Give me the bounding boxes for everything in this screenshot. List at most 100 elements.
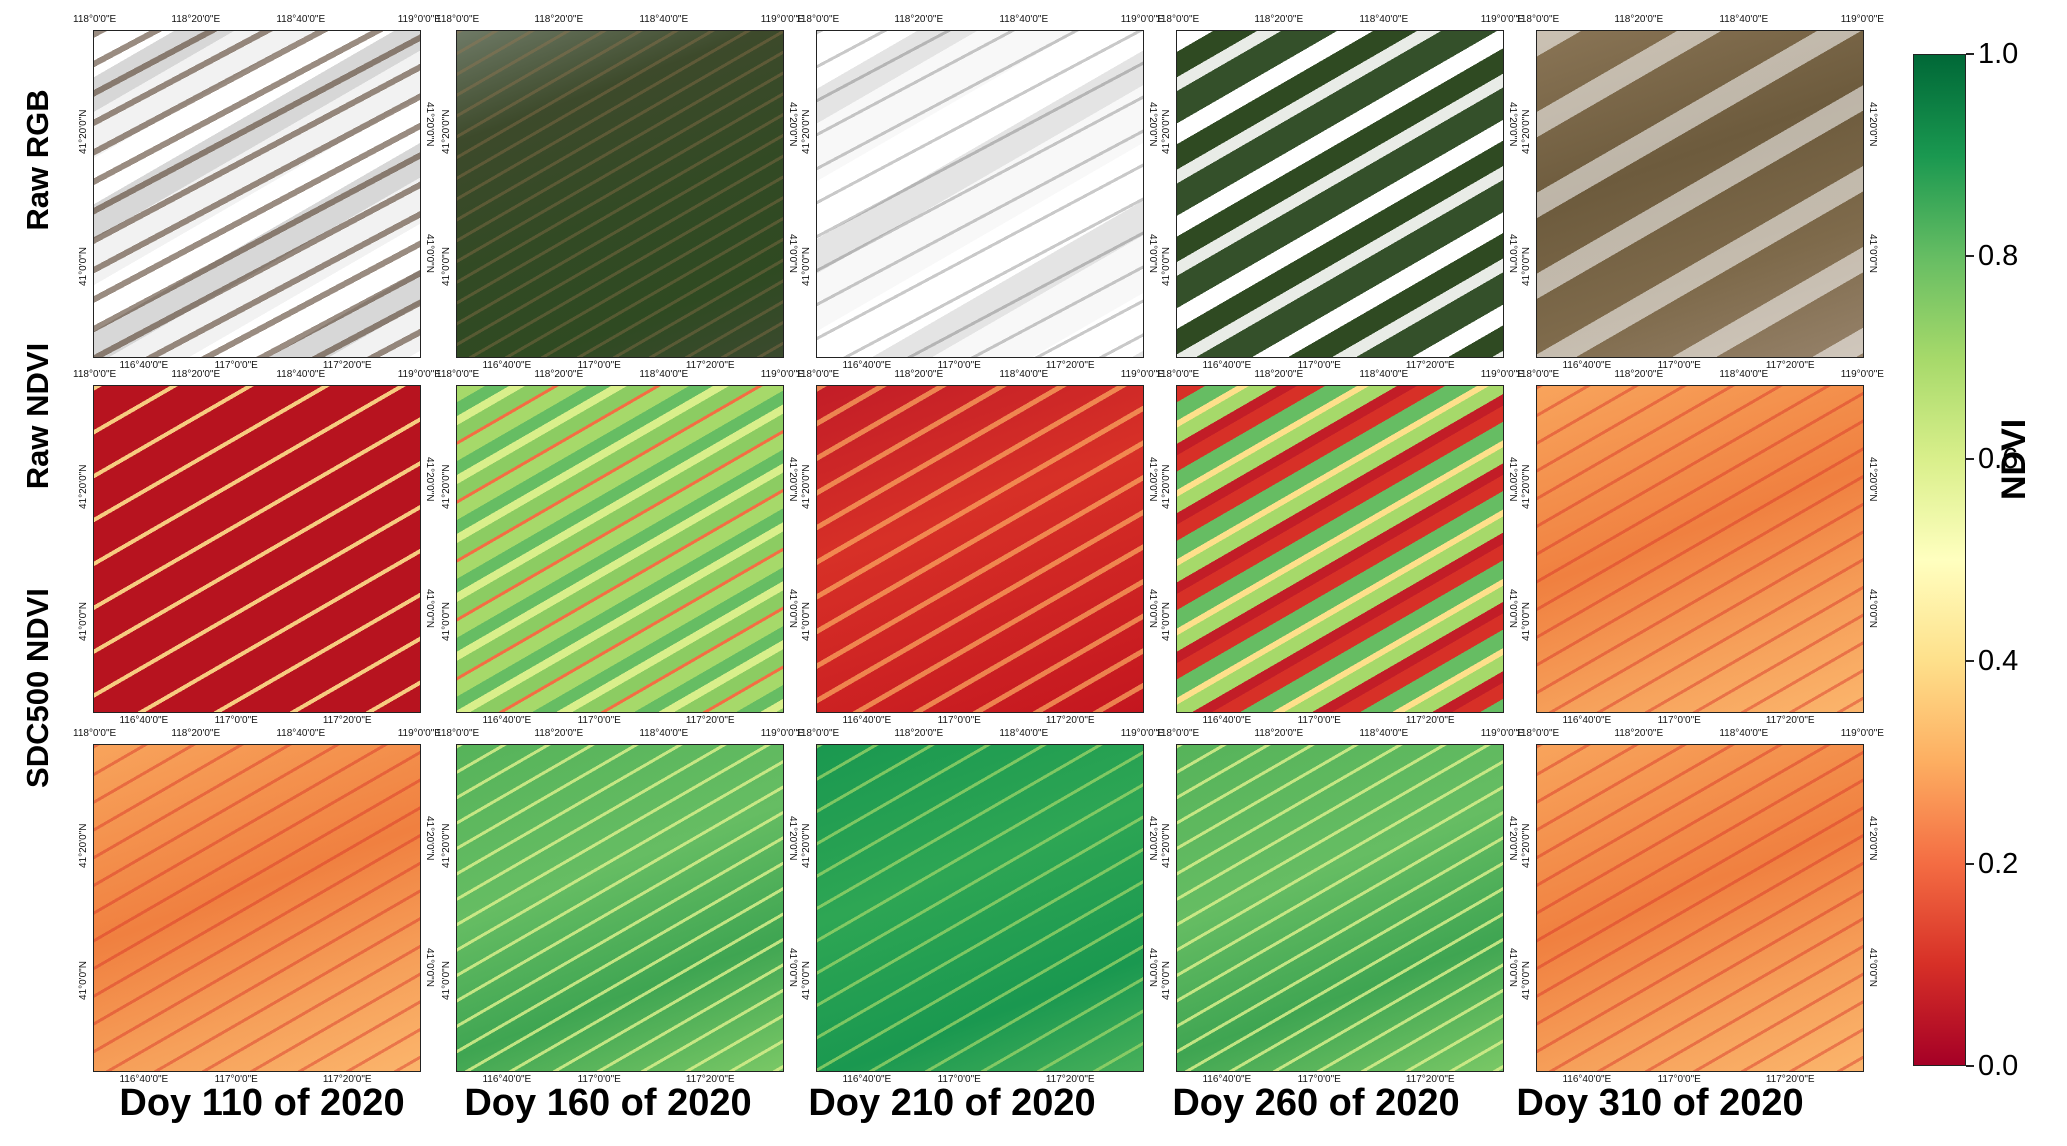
top-lon-tick-label: 118°40'0"E [1359, 728, 1409, 739]
right-lat-tick-label: 41°20'0"N [787, 816, 798, 861]
colorbar-tick-label: 0.6 [1978, 442, 2019, 475]
row-label-raw-ndvi: Raw NDVI [20, 342, 55, 490]
top-lon-tick-label: 119°0'0"E [1120, 728, 1164, 739]
top-lon-tick-label: 118°20'0"E [1254, 728, 1304, 739]
left-lat-tick-label: 41°0'0"N [1521, 601, 1532, 641]
top-lon-tick-label: 118°40'0"E [1719, 728, 1769, 739]
row-label-raw-rgb: Raw RGB [20, 89, 55, 231]
left-lat-tick-label: 41°0'0"N [1161, 246, 1172, 286]
row-label-sdc500-ndvi: SDC500 NDVI [20, 588, 55, 788]
bottom-lon-tick-label: 117°20'0"E [1765, 715, 1815, 726]
colorbar-tick-label: 1.0 [1978, 38, 2019, 70]
satellite-image [1537, 386, 1863, 712]
right-lat-tick-label: 41°0'0"N [1867, 947, 1878, 987]
top-lon-tick-label: 118°0'0"E [436, 728, 480, 739]
right-lat-tick-label: 41°20'0"N [1507, 816, 1518, 861]
left-lat-tick-label: 41°20'0"N [1161, 464, 1172, 510]
left-lat-tick-label: 41°0'0"N [801, 246, 812, 286]
map-panel-r3-c5 [1536, 744, 1864, 1072]
top-lon-tick-label: 118°20'0"E [534, 369, 584, 380]
left-lat-tick-label: 41°20'0"N [1521, 109, 1532, 155]
left-lat-tick-label: 41°0'0"N [78, 601, 89, 641]
right-lat-tick-label: 41°20'0"N [787, 102, 798, 147]
top-lon-tick-label: 118°40'0"E [1719, 369, 1769, 380]
top-lon-tick-label: 119°0'0"E [397, 369, 441, 380]
satellite-image [1177, 386, 1503, 712]
col-label-doy260: Doy 260 of 2020 [1172, 1082, 1460, 1124]
bottom-lon-tick-label: 117°20'0"E [1045, 360, 1095, 371]
left-lat-tick-label: 41°0'0"N [1161, 601, 1172, 641]
bottom-lon-tick-label: 117°20'0"E [1045, 715, 1095, 726]
map-panel-r1-c2 [456, 30, 784, 358]
top-lon-tick-label: 118°0'0"E [73, 369, 117, 380]
top-lon-tick-label: 118°40'0"E [1359, 369, 1409, 380]
top-lon-tick-label: 118°20'0"E [171, 14, 221, 25]
right-lat-tick-label: 41°20'0"N [1147, 102, 1158, 147]
top-lon-tick-label: 118°0'0"E [796, 728, 840, 739]
top-lon-tick-label: 118°20'0"E [1614, 14, 1664, 25]
top-lon-tick-label: 118°40'0"E [999, 728, 1049, 739]
map-panel-r1-c4 [1176, 30, 1504, 358]
left-lat-tick-label: 41°0'0"N [441, 601, 452, 641]
top-lon-tick-label: 118°0'0"E [1516, 14, 1560, 25]
top-lon-tick-label: 118°40'0"E [639, 369, 689, 380]
top-lon-tick-label: 118°40'0"E [1359, 14, 1409, 25]
map-panel-r2-c5 [1536, 385, 1864, 713]
satellite-image [457, 745, 783, 1071]
right-lat-tick-label: 41°0'0"N [1147, 947, 1158, 987]
right-lat-tick-label: 41°0'0"N [1867, 233, 1878, 273]
left-lat-tick-label: 41°0'0"N [441, 960, 452, 1000]
top-lon-tick-label: 118°40'0"E [276, 369, 326, 380]
top-lon-tick-label: 119°0'0"E [1480, 14, 1524, 25]
bottom-lon-tick-label: 116°40'0"E [842, 715, 892, 726]
top-lon-tick-label: 118°20'0"E [171, 728, 221, 739]
right-lat-tick-label: 41°20'0"N [424, 457, 435, 502]
bottom-lon-tick-label: 116°40'0"E [119, 1074, 169, 1085]
bottom-lon-tick-label: 116°40'0"E [482, 360, 532, 371]
satellite-image [1537, 745, 1863, 1071]
colorbar-tick-mark [1966, 660, 1974, 663]
map-panel-r1-c5 [1536, 30, 1864, 358]
colorbar-tick-mark [1966, 862, 1974, 865]
map-panel-r3-c1 [93, 744, 421, 1072]
bottom-lon-tick-label: 117°0'0"E [214, 1074, 258, 1085]
bottom-lon-tick-label: 117°0'0"E [577, 1074, 621, 1085]
satellite-image [457, 31, 783, 357]
right-lat-tick-label: 41°20'0"N [424, 816, 435, 861]
right-lat-tick-label: 41°0'0"N [424, 588, 435, 628]
bottom-lon-tick-label: 116°40'0"E [1202, 715, 1252, 726]
top-lon-tick-label: 119°0'0"E [1480, 369, 1524, 380]
left-lat-tick-label: 41°20'0"N [801, 109, 812, 155]
top-lon-tick-label: 119°0'0"E [1840, 369, 1884, 380]
top-lon-tick-label: 118°40'0"E [1719, 14, 1769, 25]
bottom-lon-tick-label: 116°40'0"E [119, 715, 169, 726]
right-lat-tick-label: 41°20'0"N [1867, 816, 1878, 861]
right-lat-tick-label: 41°0'0"N [1147, 588, 1158, 628]
colorbar-tick-label: 0.8 [1978, 240, 2019, 273]
bottom-lon-tick-label: 117°20'0"E [685, 1074, 735, 1085]
top-lon-tick-label: 119°0'0"E [1120, 14, 1164, 25]
left-lat-tick-label: 41°20'0"N [441, 823, 452, 869]
top-lon-tick-label: 118°40'0"E [639, 14, 689, 25]
map-panel-r1-c3 [816, 30, 1144, 358]
bottom-lon-tick-label: 117°20'0"E [1045, 1074, 1095, 1085]
top-lon-tick-label: 118°0'0"E [436, 14, 480, 25]
top-lon-tick-label: 118°20'0"E [1254, 14, 1304, 25]
bottom-lon-tick-label: 117°0'0"E [1657, 715, 1701, 726]
left-lat-tick-label: 41°20'0"N [441, 109, 452, 155]
colorbar-tick-label: 0.0 [1978, 1050, 2019, 1082]
bottom-lon-tick-label: 117°0'0"E [214, 715, 258, 726]
bottom-lon-tick-label: 117°20'0"E [1405, 360, 1455, 371]
right-lat-tick-label: 41°20'0"N [1147, 457, 1158, 502]
top-lon-tick-label: 118°20'0"E [1614, 369, 1664, 380]
right-lat-tick-label: 41°0'0"N [424, 947, 435, 987]
right-lat-tick-label: 41°20'0"N [1507, 457, 1518, 502]
colorbar-tick-label: 0.2 [1978, 847, 2019, 880]
map-panel-r1-c1 [93, 30, 421, 358]
right-lat-tick-label: 41°0'0"N [787, 588, 798, 628]
colorbar-tick-mark [1966, 1065, 1974, 1067]
top-lon-tick-label: 118°0'0"E [73, 728, 117, 739]
colorbar-tick-mark [1966, 255, 1974, 258]
bottom-lon-tick-label: 116°40'0"E [1562, 1074, 1612, 1085]
left-lat-tick-label: 41°0'0"N [801, 601, 812, 641]
